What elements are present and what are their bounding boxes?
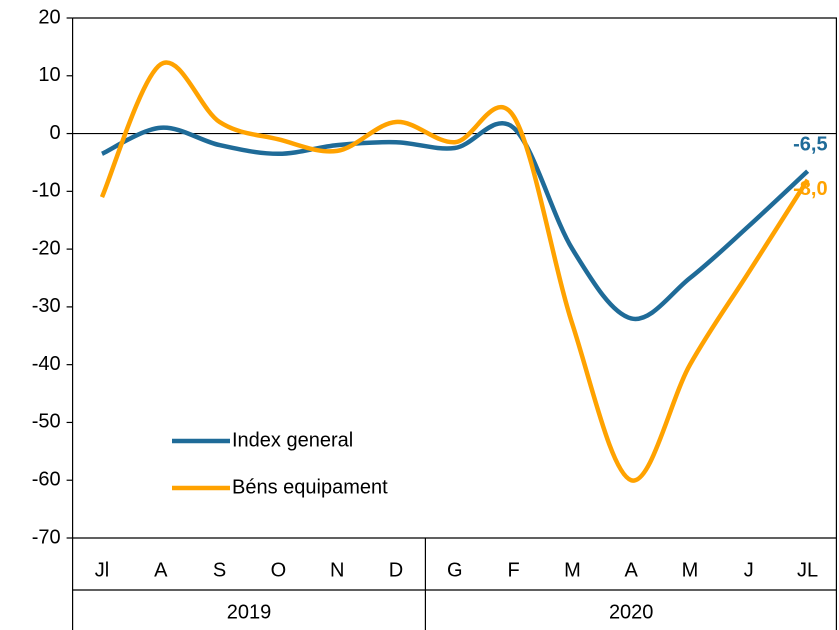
legend-label: Béns equipament: [232, 476, 388, 498]
y-tick-label: 0: [49, 122, 60, 144]
y-tick-label: 10: [38, 64, 60, 86]
data-label: -6,5: [793, 133, 827, 155]
x-tick-label: M: [564, 559, 581, 581]
series-line: [101, 120, 810, 322]
group-label: 2020: [609, 601, 654, 623]
y-tick-label: -10: [32, 180, 61, 202]
x-tick-label: JL: [797, 559, 818, 581]
legend-label: Index general: [232, 429, 353, 451]
x-tick-label: G: [447, 559, 463, 581]
y-tick-label: 20: [38, 6, 60, 28]
x-tick-label: S: [213, 559, 226, 581]
group-label: 2019: [227, 601, 272, 623]
x-tick-label: F: [507, 559, 519, 581]
series-line: [99, 60, 810, 483]
y-tick-label: -30: [32, 295, 61, 317]
y-tick-label: -40: [32, 353, 61, 375]
x-tick-label: O: [271, 559, 287, 581]
y-tick-label: -20: [32, 237, 61, 259]
x-tick-label: D: [389, 559, 403, 581]
x-tick-label: J: [744, 559, 754, 581]
y-tick-label: -60: [32, 469, 61, 491]
x-tick-label: N: [330, 559, 344, 581]
x-tick-label: A: [625, 559, 639, 581]
y-tick-label: -70: [32, 526, 61, 548]
y-tick-label: -50: [32, 411, 61, 433]
x-tick-label: M: [682, 559, 699, 581]
data-label: -8,0: [793, 178, 827, 200]
x-tick-label: A: [154, 559, 168, 581]
x-tick-label: Jl: [95, 559, 109, 581]
